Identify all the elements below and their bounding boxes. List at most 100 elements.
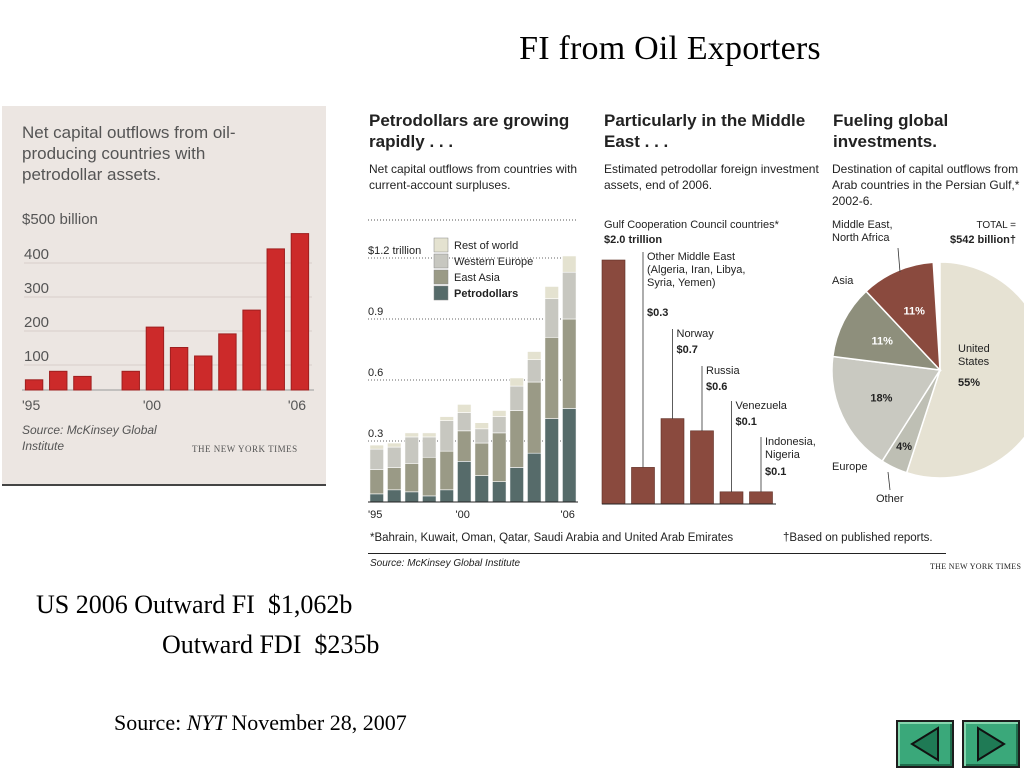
left-chart-xtick: '00 bbox=[143, 397, 161, 413]
stacked-chart-segment bbox=[404, 463, 419, 493]
footnote-gcc: *Bahrain, Kuwait, Oman, Qatar, Saudi Ara… bbox=[370, 532, 734, 544]
pie-chart-subtitle: Destination of capital outflows from Ara… bbox=[832, 162, 1020, 208]
stacked-chart-segment bbox=[474, 442, 489, 476]
pie-leader bbox=[887, 471, 891, 491]
stacked-chart-segment bbox=[527, 452, 542, 503]
stacked-chart-segment bbox=[422, 432, 437, 438]
stacked-chart-segment bbox=[387, 489, 402, 503]
left-chart-xtick: '95 bbox=[22, 397, 40, 413]
stacked-chart-segment bbox=[457, 461, 472, 503]
me-chart-title: Particularly in the Middle East . . . bbox=[604, 111, 806, 151]
stacked-chart-segment bbox=[492, 432, 507, 482]
stacked-chart-segment bbox=[527, 351, 542, 360]
stacked-chart-segment bbox=[404, 436, 419, 464]
me-chart-bar bbox=[660, 418, 685, 505]
graphic-brand: THE NEW YORK TIMES bbox=[930, 562, 1022, 571]
stacked-chart-segment bbox=[422, 436, 437, 458]
left-chart-ytick: 200 bbox=[24, 314, 49, 331]
stacked-chart-segment bbox=[457, 404, 472, 413]
stacked-chart-segment bbox=[369, 469, 384, 495]
stacked-chart-legend-label: Rest of world bbox=[454, 240, 518, 252]
me-chart-svg: Gulf Cooperation Council countries* $2.0 … bbox=[601, 219, 816, 505]
pie-slice-pct: 18% bbox=[870, 393, 892, 405]
stacked-chart-legend-swatch bbox=[433, 253, 449, 269]
pie-slice-pct: 55% bbox=[958, 377, 980, 389]
stacked-chart-segment bbox=[562, 408, 577, 503]
stacked-chart-segment bbox=[404, 432, 419, 438]
left-chart-xtick: '06 bbox=[288, 397, 306, 413]
stacked-chart-segment bbox=[509, 467, 524, 503]
stacked-chart-legend-swatch bbox=[433, 269, 449, 285]
me-chart-bar bbox=[601, 259, 626, 505]
prev-slide-button[interactable] bbox=[896, 720, 954, 768]
left-chart-bar bbox=[194, 355, 213, 391]
pie-slice bbox=[905, 261, 1024, 479]
me-bar-label: Norway bbox=[677, 328, 715, 340]
stacked-chart-legend-label: Petrodollars bbox=[454, 288, 518, 300]
me-bar-label: Other Middle East (Algeria, Iran, Libya, S… bbox=[647, 251, 745, 289]
stacked-chart-segment bbox=[387, 442, 402, 448]
left-bar-chart: Net capital outflows from oil-producing … bbox=[2, 106, 326, 486]
left-chart-bar bbox=[169, 347, 189, 391]
stacked-chart-segment bbox=[562, 255, 577, 273]
stacked-chart-segment bbox=[387, 446, 402, 468]
slide-source-prefix: Source: bbox=[114, 710, 187, 735]
left-chart-title: Net capital outflows from oil-producing … bbox=[22, 123, 236, 184]
stacked-chart-xtick: '00 bbox=[456, 509, 470, 521]
stacked-chart-segment bbox=[457, 430, 472, 462]
stacked-chart-segment bbox=[474, 475, 489, 503]
left-chart-brand: THE NEW YORK TIMES bbox=[192, 444, 298, 454]
pie-chart-title: Fueling global investments. bbox=[833, 111, 949, 151]
stacked-chart-segment bbox=[422, 456, 437, 497]
me-chart-bar bbox=[749, 491, 773, 505]
pie-slice bbox=[832, 290, 942, 372]
left-chart-bar bbox=[266, 248, 285, 391]
stacked-chart-legend-swatch bbox=[433, 285, 449, 301]
pie-label-europe: Europe bbox=[832, 461, 867, 473]
triangle-right-icon bbox=[977, 726, 1006, 762]
stacked-chart-svg: $1.2 trillion 0.9 0.6 0.3 '95 '00 '06 Rest of w… bbox=[368, 219, 578, 521]
left-chart-ylabel: $500 billion bbox=[22, 211, 98, 228]
pie-slice-pct: 11% bbox=[904, 306, 926, 318]
pie-total-label: TOTAL = bbox=[976, 220, 1016, 231]
left-chart-bar bbox=[242, 309, 261, 391]
pie-label-other: Other bbox=[876, 493, 904, 505]
me-chart-bar bbox=[719, 491, 744, 505]
stacked-chart-segment bbox=[404, 491, 419, 503]
me-chart-bar bbox=[631, 467, 655, 505]
triangle-left-icon bbox=[910, 726, 939, 762]
stacked-chart-segment bbox=[387, 467, 402, 491]
left-chart-bar bbox=[218, 333, 237, 391]
stacked-chart-segment bbox=[527, 381, 542, 454]
pie-label-us: United States bbox=[958, 343, 990, 368]
stacked-chart-ytick: 0.9 bbox=[368, 306, 383, 318]
stacked-chart-legend-label: Western Europe bbox=[454, 256, 533, 268]
left-chart-bar bbox=[145, 326, 165, 391]
stacked-chart-segment bbox=[439, 489, 454, 503]
next-slide-button[interactable] bbox=[962, 720, 1020, 768]
stacked-chart-segment bbox=[474, 428, 489, 444]
stacked-chart-segment bbox=[527, 359, 542, 383]
me-bar-value: $0.3 bbox=[647, 307, 668, 319]
me-bar-value: $0.1 bbox=[765, 466, 786, 478]
stacked-chart-ytick: 0.6 bbox=[368, 367, 383, 379]
stacked-chart-segment bbox=[369, 448, 384, 470]
us-outward-fdi: Outward FDI $235b bbox=[162, 630, 380, 659]
stacked-chart-segment bbox=[474, 422, 489, 430]
stacked-chart-segment bbox=[422, 495, 437, 503]
stacked-chart-xtick: '95 bbox=[368, 509, 382, 521]
stacked-chart-legend-swatch bbox=[433, 237, 449, 253]
stacked-chart-legend-label: East Asia bbox=[454, 272, 501, 284]
pie-label-asia: Asia bbox=[832, 275, 854, 287]
stacked-chart-title: Petrodollars are growing rapidly . . . bbox=[369, 111, 570, 151]
me-bar-value: $0.1 bbox=[736, 416, 757, 428]
stacked-chart-segment bbox=[439, 416, 454, 421]
pie-total-value: $542 billion† bbox=[950, 234, 1016, 246]
me-bar-label: Venezuela bbox=[736, 400, 788, 412]
left-chart-bar bbox=[49, 370, 68, 391]
pie-label-mena: Middle East, North Africa bbox=[832, 219, 893, 244]
stacked-chart-segment bbox=[509, 410, 524, 468]
stacked-chart-ytick: 0.3 bbox=[368, 428, 383, 440]
pie-slice bbox=[831, 355, 942, 463]
me-bar-label: Russia bbox=[706, 365, 741, 377]
